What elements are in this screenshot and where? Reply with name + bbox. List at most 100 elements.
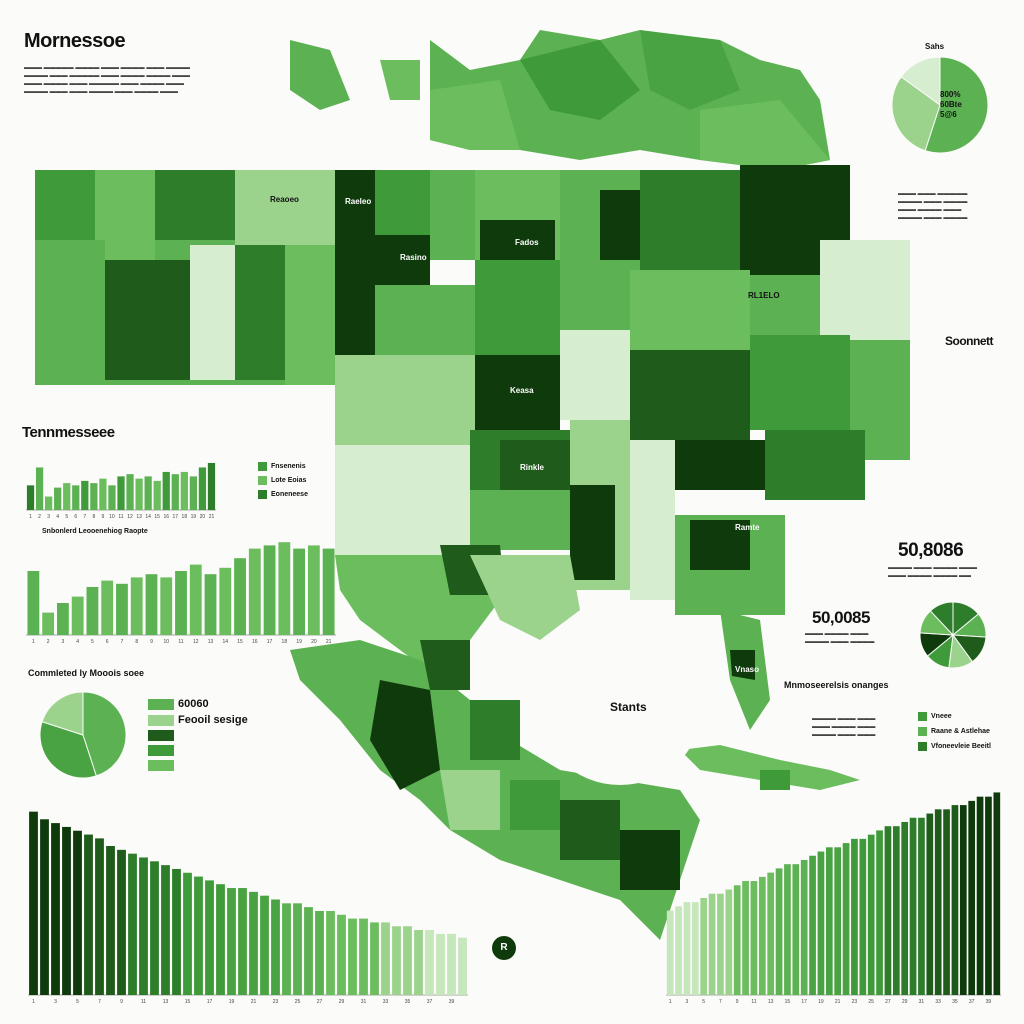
pie-right-title: Mnmoseerelsis onanges [784,680,889,690]
legend-top-chart: Fnsenenis Lote Eoias Eoneneese [258,462,308,499]
map-mexico [290,640,700,940]
pie-slice [82,691,127,777]
intro-text: ▬▬▬ ▬▬▬▬▬ ▬▬▬▬ ▬▬▬ ▬▬▬▬ ▬▬▬ ▬▬▬▬ ▬▬▬▬ ▬▬▬… [24,65,191,95]
tick-label: 3 [62,639,65,645]
bar [282,903,291,995]
bar [219,567,232,635]
bar [425,930,434,995]
bar [145,574,158,635]
bar [666,910,674,995]
map-caribbean [680,745,860,790]
bar [194,876,203,995]
bar [128,853,137,995]
pie-slice [41,691,84,736]
pie-label-2: 60Bte [940,100,962,109]
tick-label: 3 [47,514,50,520]
legend-swatch [918,742,927,751]
tick-label: 12 [193,639,199,645]
tick-label: 17 [173,514,179,520]
tick-label: 6 [106,639,109,645]
bar [54,487,62,510]
pie-left [39,691,127,779]
right-heading: Soonnett [945,334,994,348]
bar [322,548,335,635]
tick-label: 31 [361,999,367,1005]
bar [842,843,850,995]
tick-label: 1 [669,999,672,1005]
tick-label: 1 [32,639,35,645]
bar [278,542,291,635]
bar [249,891,258,995]
tick-label: 13 [136,514,142,520]
bar [189,476,197,510]
bar [717,893,724,995]
bar [126,474,134,510]
legend-swatch [148,745,174,756]
bar [117,476,125,510]
tick-label: 8 [92,514,95,520]
big-number-2: 50,0085 [812,608,870,627]
legend-item: Fnsenenis [258,462,308,471]
tick-label: 21 [209,514,215,520]
bar [108,485,116,510]
legend-item: Lote Eoias [258,476,308,485]
bar-chart-top: 1 2 3 4 5 6 7 8 9 10 11 12 13 14 15 16 17 18 19 20 21 [26,462,216,520]
tick-label: 35 [952,999,958,1005]
tick-label: 15 [154,514,160,520]
tick-label: 5 [65,514,68,520]
bar [160,577,173,635]
tick-label: 16 [252,639,258,645]
tick-label: 5 [702,999,705,1005]
tick-label: 16 [163,514,169,520]
bar [84,834,93,995]
bar [851,838,858,995]
tick-label: 1 [29,514,32,520]
gulf-label: Stants [610,700,647,714]
tick-label: 13 [208,639,214,645]
bar [72,485,80,510]
bar [959,805,967,995]
bar [909,817,917,995]
tick-label: 39 [986,999,992,1005]
bar [183,872,192,995]
bar [458,937,467,995]
bar [130,577,143,635]
page-title: Mornessoe [24,30,126,52]
bar [926,813,934,995]
bar [198,467,207,510]
tick-label: 13 [768,999,774,1005]
bar [86,587,99,635]
bar [918,817,925,995]
tick-label: 18 [182,514,188,520]
pie-slice [900,56,941,106]
tick-label: 39 [449,999,455,1005]
tick-label: 18 [282,639,288,645]
tick-label: 9 [736,999,739,1005]
bar [57,603,69,635]
bar [62,826,71,995]
bar [90,483,98,510]
tick-label: 23 [273,999,279,1005]
tick-label: 17 [207,999,213,1005]
tick-label: 5 [76,999,79,1005]
tick-label: 31 [919,999,925,1005]
bar [162,471,170,510]
legend-label: Vfoneevleie Beeitl [931,743,991,750]
tick-label: 12 [127,514,133,520]
tick-label: 21 [251,999,257,1005]
bar [901,821,909,995]
bar [675,906,682,995]
legend-item [148,730,248,741]
bar [993,792,1001,995]
bar [767,872,775,995]
tick-label: 21 [326,639,332,645]
legend-label: Fnsenenis [271,463,306,470]
pie-right-mid [919,601,987,669]
tick-label: 37 [427,999,433,1005]
bar [63,483,71,510]
svg-text:Ramte: Ramte [735,523,760,532]
legend-item [148,760,248,771]
tick-label: 33 [935,999,941,1005]
tick-label: 3 [54,999,57,1005]
